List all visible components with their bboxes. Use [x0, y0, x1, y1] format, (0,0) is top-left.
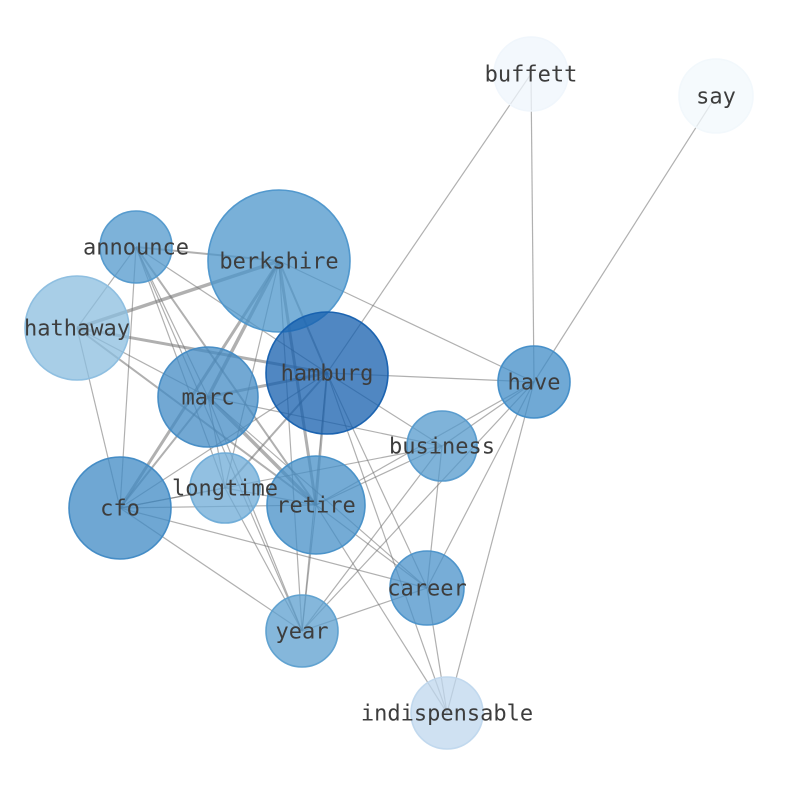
- node-cfo: [68, 456, 172, 560]
- node-year: [265, 594, 339, 668]
- node-business: [406, 410, 478, 482]
- edge-buffett-have: [530, 73, 535, 383]
- node-longtime: [189, 452, 261, 524]
- edge-have-career: [426, 381, 535, 589]
- node-hamburg: [265, 311, 389, 435]
- node-berkshire: [207, 189, 351, 333]
- node-marc: [157, 346, 259, 448]
- node-buffett: [493, 36, 569, 112]
- node-hathaway: [24, 275, 130, 381]
- edge-have-year: [301, 381, 535, 632]
- node-career: [389, 550, 465, 626]
- node-retire: [266, 455, 366, 555]
- node-indispensable: [410, 676, 484, 750]
- node-say: [678, 58, 754, 134]
- nodes-layer: [24, 36, 754, 750]
- node-have: [497, 345, 571, 419]
- edge-cfo-career: [119, 507, 428, 589]
- node-announce: [99, 210, 173, 284]
- edge-say-have: [533, 95, 717, 383]
- edge-have-indispensable: [446, 381, 535, 714]
- edge-business-year: [301, 445, 443, 632]
